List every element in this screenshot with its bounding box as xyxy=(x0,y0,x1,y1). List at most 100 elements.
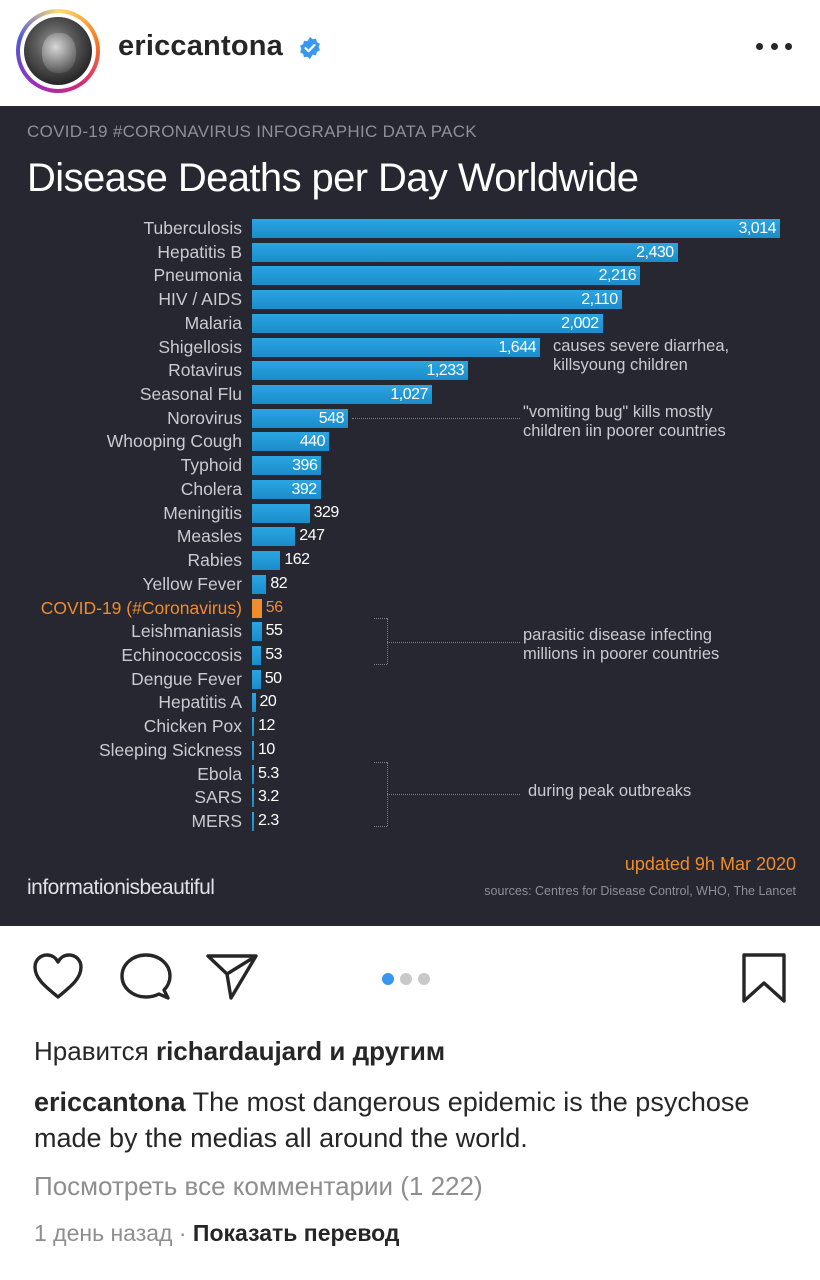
post-username[interactable]: ericcantona xyxy=(118,30,283,62)
value-label: 247 xyxy=(299,527,325,545)
category-label: Seasonal Flu xyxy=(139,384,242,405)
more-dots-icon[interactable] xyxy=(756,36,792,56)
category-label: Typhoid xyxy=(180,455,242,476)
likes-prefix: Нравится xyxy=(34,1036,149,1066)
annotation-shigellosis-line-2: killsyoung children xyxy=(553,356,688,374)
brand-logo-text: informationisbeautiful xyxy=(27,876,215,899)
caption-username[interactable]: ericcantona xyxy=(34,1087,186,1117)
annotation-parasitic-line-2: millions in poorer countries xyxy=(523,645,720,663)
avatar[interactable] xyxy=(16,9,100,93)
post-time: 1 день назад xyxy=(34,1220,173,1246)
category-label: Ebola xyxy=(197,763,242,784)
category-label: Leishmaniasis xyxy=(131,621,242,642)
category-label: Sleeping Sickness xyxy=(99,739,242,760)
value-label: 50 xyxy=(264,669,282,687)
sources-text: sources: Centres for Disease Control, WH… xyxy=(484,884,796,898)
category-label: Rotavirus xyxy=(168,360,242,381)
annotation-bracket xyxy=(387,618,388,664)
category-label: Measles xyxy=(176,526,242,547)
category-label: MERS xyxy=(191,811,242,831)
category-label: Chicken Pox xyxy=(143,716,242,737)
category-label: HIV / AIDS xyxy=(158,289,242,310)
carousel-dot xyxy=(418,973,430,985)
bar xyxy=(252,290,622,310)
bar-chart: Tuberculosis 3,014 Hepatitis B 2,430 Pneumon… xyxy=(0,106,820,926)
bar xyxy=(252,669,261,689)
annotation-shigellosis-line-1: causes severe diarrhea, xyxy=(553,337,730,355)
post-image-infographic[interactable]: COVID-19 #CORONAVIRUS INFOGRAPHIC DATA P… xyxy=(0,106,820,926)
post-meta: 1 день назад · Показать перевод xyxy=(34,1220,400,1247)
infographic-pack-title: COVID-19 #CORONAVIRUS INFOGRAPHIC DATA P… xyxy=(27,122,477,141)
carousel-dot xyxy=(400,973,412,985)
likes-user[interactable]: richardaujard xyxy=(155,1036,323,1066)
value-label: 1,027 xyxy=(390,386,428,404)
category-label: Shigellosis xyxy=(158,336,242,357)
bar xyxy=(252,408,348,428)
verified-badge-icon xyxy=(300,37,320,59)
view-comments-link[interactable]: Посмотреть все комментарии (1 222) xyxy=(34,1171,483,1201)
bar xyxy=(252,527,296,547)
bar xyxy=(252,266,641,286)
bar xyxy=(252,219,780,238)
show-translation-link[interactable]: Показать перевод xyxy=(192,1220,400,1246)
bar xyxy=(252,361,468,381)
value-label: 329 xyxy=(313,503,340,521)
bar xyxy=(252,812,254,831)
value-label: 82 xyxy=(270,574,288,592)
bar xyxy=(252,574,267,594)
heart-icon[interactable] xyxy=(32,952,84,1000)
annotation-bracket-top xyxy=(374,618,387,619)
annotation-connector xyxy=(352,418,520,419)
bar xyxy=(252,740,254,760)
value-label: 20 xyxy=(259,693,277,711)
value-label: 3,014 xyxy=(738,220,776,237)
category-label: Rabies xyxy=(187,550,242,571)
annotation-connector xyxy=(387,794,520,795)
value-label: 1,233 xyxy=(426,362,464,380)
value-label: 12 xyxy=(258,717,275,735)
category-label: Yellow Fever xyxy=(142,573,242,594)
value-label: 440 xyxy=(299,433,326,451)
value-label: 548 xyxy=(318,409,345,427)
bar xyxy=(252,717,255,737)
value-label: 162 xyxy=(284,551,310,569)
infographic-title: Disease Deaths per Day Worldwide xyxy=(27,156,639,200)
annotation-connector xyxy=(387,642,520,643)
avatar-image xyxy=(24,17,92,85)
post-header: ericcantona xyxy=(0,0,820,104)
value-label: 2.3 xyxy=(258,812,279,829)
value-label: 10 xyxy=(258,740,275,758)
comment-icon[interactable] xyxy=(120,952,172,1002)
category-label: Pneumonia xyxy=(153,265,242,286)
value-label: 392 xyxy=(291,480,317,498)
bar xyxy=(252,622,262,642)
carousel-dot xyxy=(382,973,394,985)
value-label: 56 xyxy=(265,598,283,616)
send-icon[interactable] xyxy=(205,952,259,1002)
bar xyxy=(252,551,281,571)
category-label: Whooping Cough xyxy=(106,431,242,452)
category-label: SARS xyxy=(194,787,242,808)
annotation-outbreaks: during peak outbreaks xyxy=(528,782,692,800)
category-label: Hepatitis A xyxy=(158,692,242,713)
value-label: 55 xyxy=(265,622,283,640)
annotation-parasitic-line-1: parasitic disease infecting xyxy=(523,626,712,644)
category-label: Norovirus xyxy=(167,407,242,428)
annotation-bracket-bottom xyxy=(374,826,387,827)
updated-date: updated 9h Mar 2020 xyxy=(624,854,796,874)
value-label: 2,002 xyxy=(561,314,599,332)
carousel-indicator xyxy=(382,973,430,985)
category-label: Meningitis xyxy=(163,502,242,523)
bookmark-icon[interactable] xyxy=(740,952,788,1004)
category-label: Cholera xyxy=(180,478,242,499)
annotation-norovirus-line-1: "vomiting bug" kills mostly xyxy=(523,403,713,421)
bar xyxy=(252,456,322,476)
bar xyxy=(252,645,262,665)
likes-suffix[interactable]: и другим xyxy=(329,1036,446,1066)
annotation-bracket-top xyxy=(374,762,387,763)
value-label: 3.2 xyxy=(258,788,279,806)
category-label: Malaria xyxy=(184,312,242,333)
value-label: 53 xyxy=(265,645,283,663)
post-caption: ericcantona The most dangerous epidemic … xyxy=(34,1084,794,1156)
bar xyxy=(252,693,256,713)
